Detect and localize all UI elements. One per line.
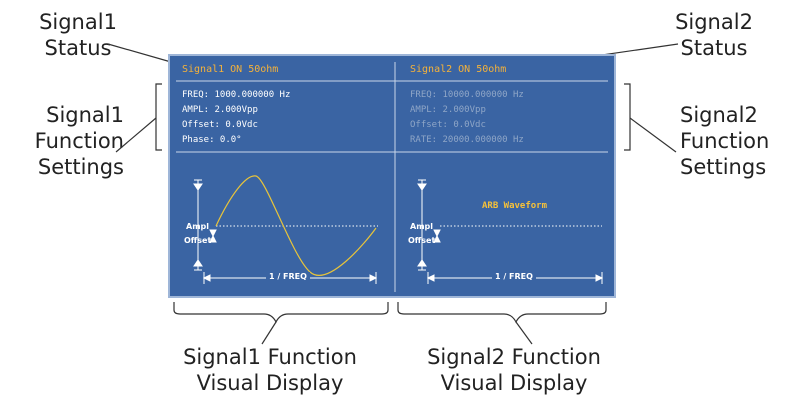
- signal2-settings: FREQ: 10000.000000 Hz AMPL: 2.000Vpp Off…: [410, 88, 524, 148]
- signal1-period-label: 1 / FREQ: [266, 272, 310, 281]
- signal2-ampl-label: Ampl: [410, 222, 433, 231]
- brace-signal2-visual: [397, 302, 607, 324]
- signal1-phase: Phase: 0.0°: [182, 135, 242, 145]
- leader-signal1-status: [107, 43, 179, 65]
- signal1-offset-label: Offset: [184, 236, 212, 245]
- signal1-offset: Offset: 0.0Vdc: [182, 120, 258, 130]
- signal2-freq: FREQ: 10000.000000 Hz: [410, 90, 524, 100]
- display-screen: Signal1 ON 50ohm Signal2 ON 50ohm FREQ: …: [168, 54, 616, 298]
- signal1-ampl-label: Ampl: [186, 222, 209, 231]
- signal1-settings: FREQ: 1000.000000 Hz AMPL: 2.000Vpp Offs…: [182, 88, 290, 148]
- signal2-ampl: AMPL: 2.000Vpp: [410, 105, 486, 115]
- bracket-signal1-settings: [155, 83, 162, 151]
- callout-signal1-visual-display: Signal1 Function Visual Display: [183, 345, 357, 395]
- sine-wave: [215, 175, 377, 276]
- signal1-status: Signal1 ON 50ohm: [182, 64, 279, 75]
- callout-signal2-function-settings: Signal2 Function Settings: [680, 103, 770, 179]
- signal1-ampl: AMPL: 2.000Vpp: [182, 105, 258, 115]
- callout-signal1-function-settings: Signal1 Function Settings: [34, 103, 124, 179]
- signal2-rate: RATE: 20000.000000 Hz: [410, 135, 524, 145]
- signal2-status: Signal2 ON 50ohm: [410, 64, 507, 75]
- signal1-freq: FREQ: 1000.000000 Hz: [182, 90, 291, 100]
- callout-signal1-status: Signal1 Status: [39, 10, 117, 60]
- callout-signal2-visual-display: Signal2 Function Visual Display: [427, 345, 601, 395]
- signal2-visual: [417, 179, 604, 284]
- signal2-offset-label: Offset: [408, 236, 436, 245]
- bracket-signal2-settings: [624, 83, 631, 151]
- signal1-visual: [193, 179, 378, 284]
- screen-graphics: [176, 62, 608, 292]
- signal2-period-label: 1 / FREQ: [492, 272, 536, 281]
- arb-waveform-label: ARB Waveform: [482, 201, 548, 211]
- callout-signal2-status: Signal2 Status: [675, 10, 753, 60]
- brace-signal1-visual: [173, 302, 389, 324]
- signal2-offset: Offset: 0.0Vdc: [410, 120, 486, 130]
